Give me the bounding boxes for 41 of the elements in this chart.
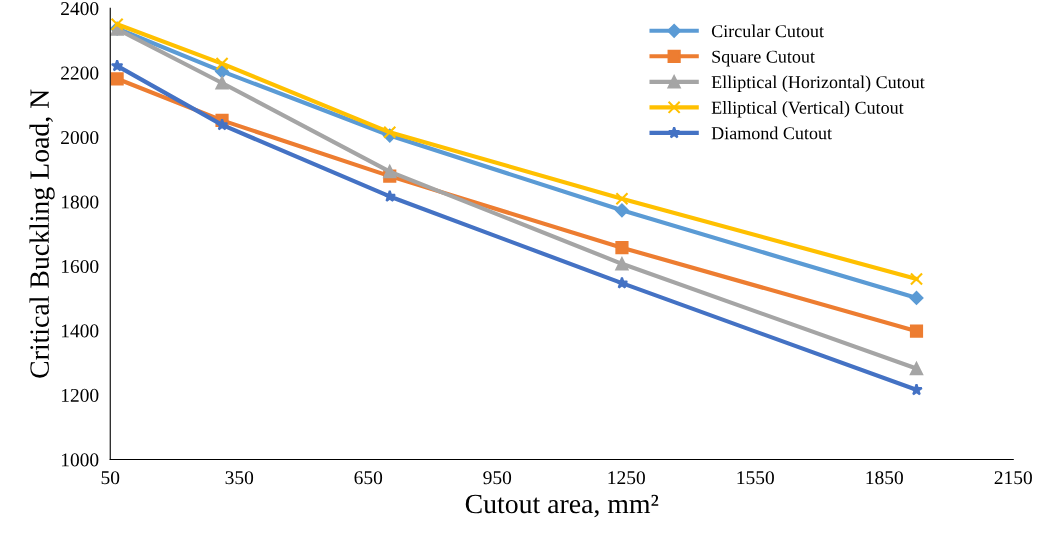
point (909, 324, 924, 338)
x-axis-title: Cutout area, mm² (465, 494, 659, 518)
point (909, 272, 924, 286)
x-tick-label: 1850 (866, 471, 903, 485)
legend-label: Circular Cutout (711, 24, 824, 38)
point (215, 76, 229, 90)
x-tick-label: 50 (101, 471, 120, 485)
x-tick-label: 650 (354, 471, 383, 485)
point (615, 241, 629, 255)
point (110, 72, 124, 86)
point (215, 118, 229, 131)
legend-label: Diamond Cutout (711, 126, 832, 140)
legend-label: Elliptical (Vertical) Cutout (711, 101, 904, 118)
y-tick-label: 1400 (61, 324, 99, 338)
x-tick-label: 1250 (608, 471, 645, 485)
point (383, 125, 397, 139)
point (110, 59, 124, 72)
point (909, 361, 924, 376)
point (383, 189, 397, 202)
x-tick-label: 350 (225, 471, 254, 485)
point (615, 192, 629, 206)
legend-label: Square Cutout (712, 50, 815, 67)
y-axis-title: Critical Buckling Load, N (29, 89, 55, 378)
x-tick-label: 950 (483, 471, 512, 485)
point (110, 17, 124, 31)
x-tick-label: 1550 (737, 471, 774, 485)
y-tick-label: 2400 (61, 2, 99, 16)
point (615, 257, 629, 271)
y-tick-label: 1800 (61, 195, 99, 209)
y-tick-label: 1600 (61, 259, 99, 274)
y-tick-label: 2200 (61, 66, 99, 80)
point (909, 291, 924, 305)
point (383, 165, 397, 179)
x-tick-label: 2150 (994, 471, 1032, 485)
point (615, 203, 629, 218)
point (615, 276, 629, 289)
point (215, 57, 229, 71)
y-tick-label: 1200 (61, 388, 99, 402)
y-tick-label: 1000 (61, 453, 99, 467)
y-tick-label: 2000 (61, 130, 99, 145)
legend-label: Elliptical (Horizontal) Cutout (711, 75, 925, 92)
